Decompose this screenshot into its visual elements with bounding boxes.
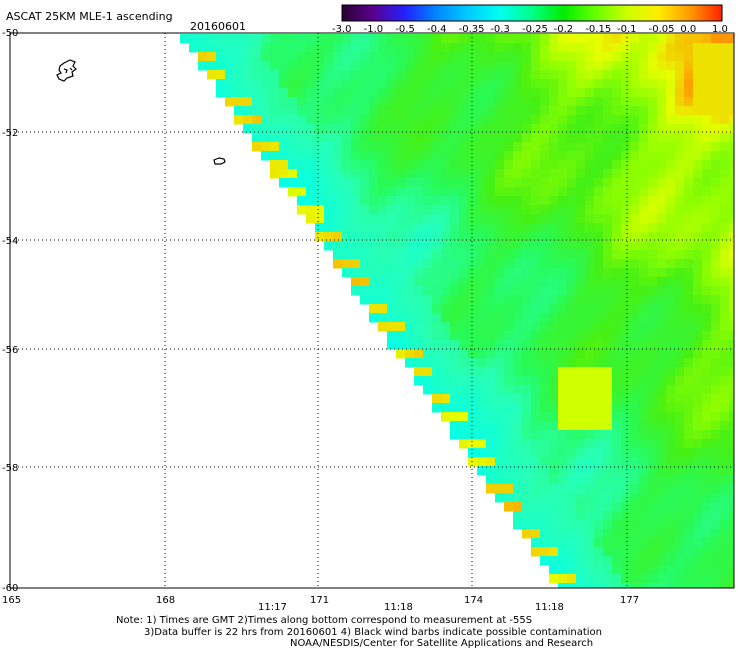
lat-label: -56 <box>2 345 18 356</box>
lon-label: 171 <box>310 595 329 606</box>
note-line-1: Note: 1) Times are GMT 2)Times along bot… <box>116 615 533 626</box>
note-line-2: 3)Data buffer is 22 hrs from 20160601 4)… <box>144 627 602 638</box>
map-frame <box>9 32 735 589</box>
lon-label: 168 <box>156 595 175 606</box>
lat-label: -60 <box>2 583 18 594</box>
lon-label: 165 <box>2 595 21 606</box>
colorbar-scale <box>341 4 723 22</box>
time-label: 11:18 <box>384 602 413 613</box>
coastline-islands <box>56 59 226 165</box>
note-line-3: NOAA/NESDIS/Center for Satellite Applica… <box>290 638 594 649</box>
colorbar-label: -0.3 <box>490 24 510 35</box>
latitude-labels: -50 -52 -54 -56 -58 -60 <box>2 28 18 594</box>
colorbar-label: -0.15 <box>585 24 611 35</box>
lon-label: 177 <box>620 595 639 606</box>
colorbar: -3.0 -1.0 -0.5 -0.4 -0.35 -0.3 -0.25 -0.2 -0.15-… <box>332 4 728 35</box>
graticule <box>10 33 734 588</box>
longitude-labels: 165 168 171 174 177 <box>2 595 639 606</box>
colorbar-label: -0.2 <box>554 24 574 35</box>
lat-label: -50 <box>2 28 18 39</box>
colorbar-label: -3.0 <box>332 24 352 35</box>
colorbar-label: -0.5 <box>395 24 415 35</box>
colorbar-label: 1.0 <box>712 24 728 35</box>
time-label: 11:17 <box>258 602 287 613</box>
map-date: 20160601 <box>190 20 246 33</box>
lat-label: -52 <box>2 128 18 139</box>
colorbar-label: -0.1 <box>617 24 637 35</box>
colorbar-label: 0.0 <box>680 24 696 35</box>
lon-label: 174 <box>464 595 483 606</box>
colorbar-label: -0.4 <box>427 24 447 35</box>
colorbar-label: -0.35 <box>459 24 485 35</box>
lat-label: -54 <box>2 236 18 247</box>
colorbar-label: -1.0 <box>364 24 384 35</box>
pass-times: 11:17 11:18 11:18 <box>258 602 564 613</box>
colorbar-label: -0.25 <box>522 24 548 35</box>
colorbar-label: -0.05 <box>649 24 675 35</box>
time-label: 11:18 <box>535 602 564 613</box>
lat-label: -58 <box>2 463 18 474</box>
scatterometer-swath <box>180 34 735 589</box>
map-title: ASCAT 25KM MLE-1 ascending <box>6 10 173 23</box>
